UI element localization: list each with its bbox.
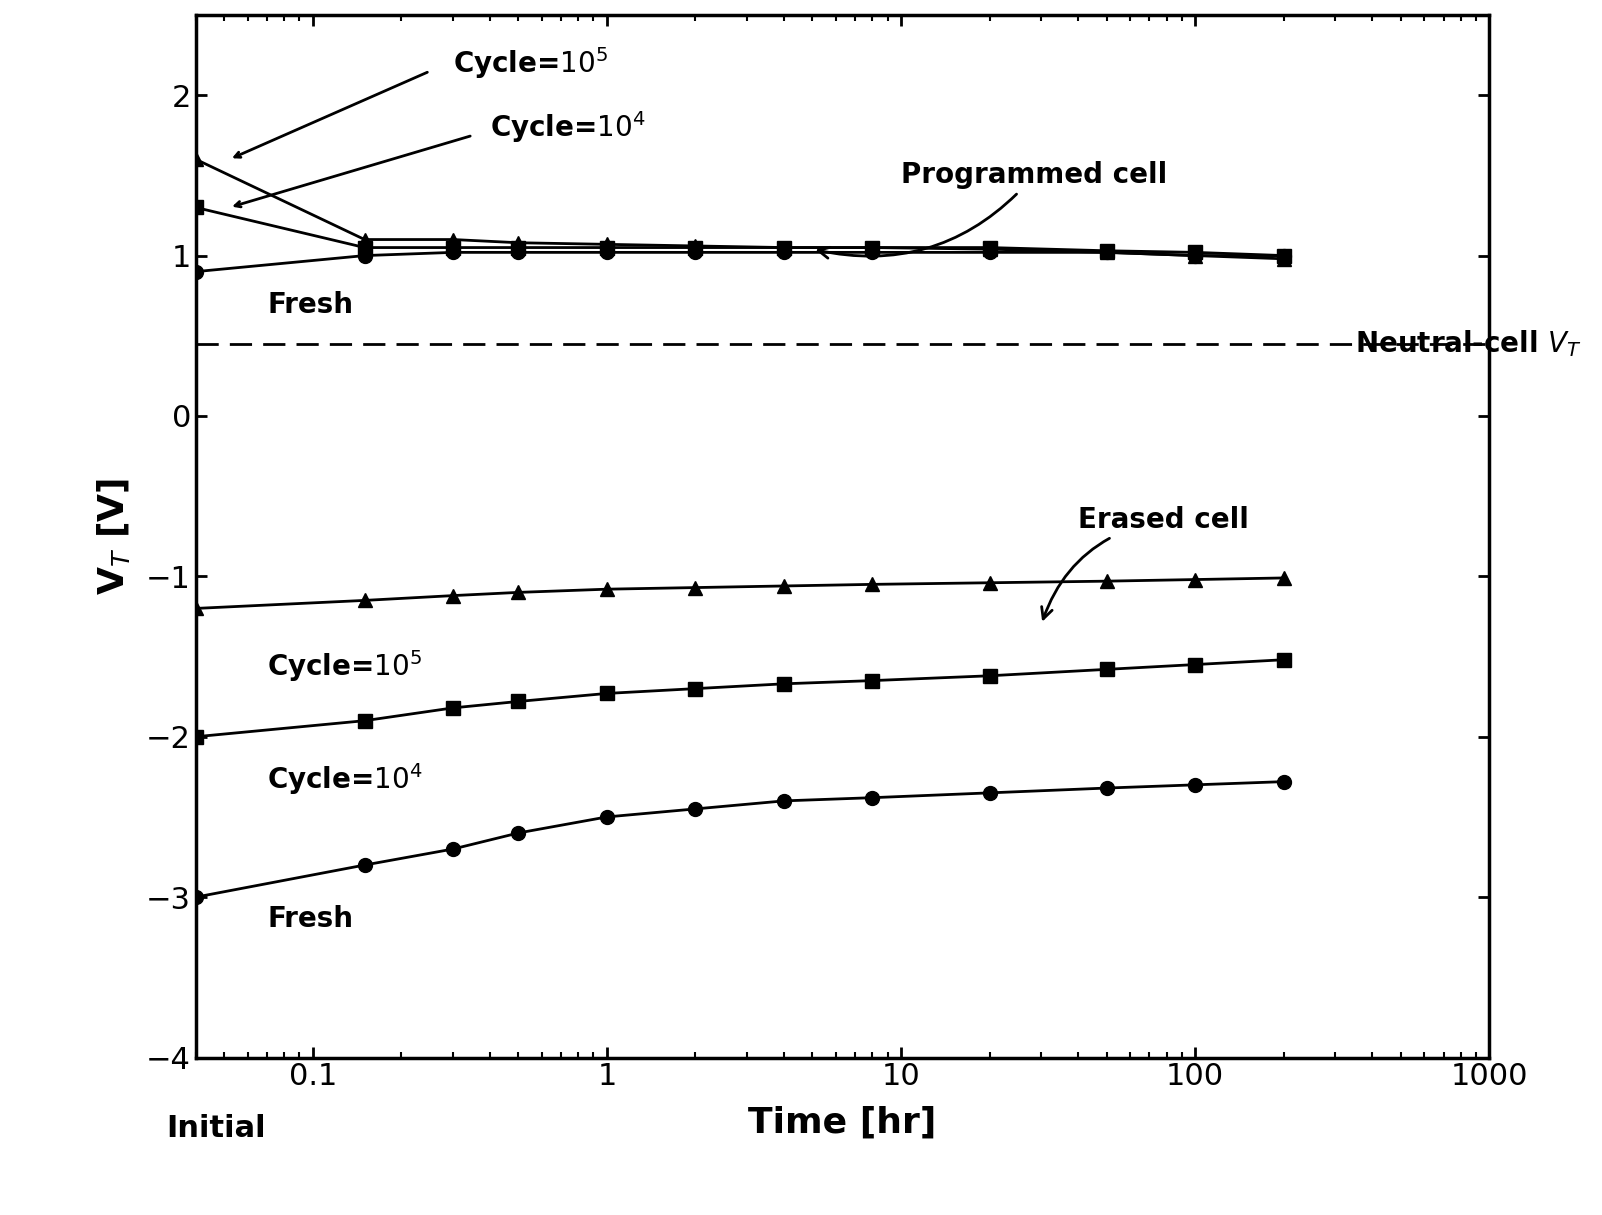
Text: Cycle=$10^4$: Cycle=$10^4$: [490, 109, 646, 146]
Text: Fresh: Fresh: [268, 905, 354, 933]
Text: Neutral-cell $V_T$: Neutral-cell $V_T$: [1355, 328, 1581, 360]
Text: Cycle=$10^5$: Cycle=$10^5$: [268, 649, 423, 684]
Text: Cycle=$10^5$: Cycle=$10^5$: [453, 45, 609, 81]
X-axis label: Time [hr]: Time [hr]: [748, 1106, 937, 1140]
Text: Initial: Initial: [167, 1114, 266, 1142]
Text: Programmed cell: Programmed cell: [819, 162, 1168, 258]
Text: Fresh: Fresh: [268, 290, 354, 318]
Y-axis label: V$_T$ [V]: V$_T$ [V]: [95, 477, 131, 595]
Text: Erased cell: Erased cell: [1041, 507, 1250, 618]
Text: Cycle=$10^4$: Cycle=$10^4$: [268, 761, 423, 797]
